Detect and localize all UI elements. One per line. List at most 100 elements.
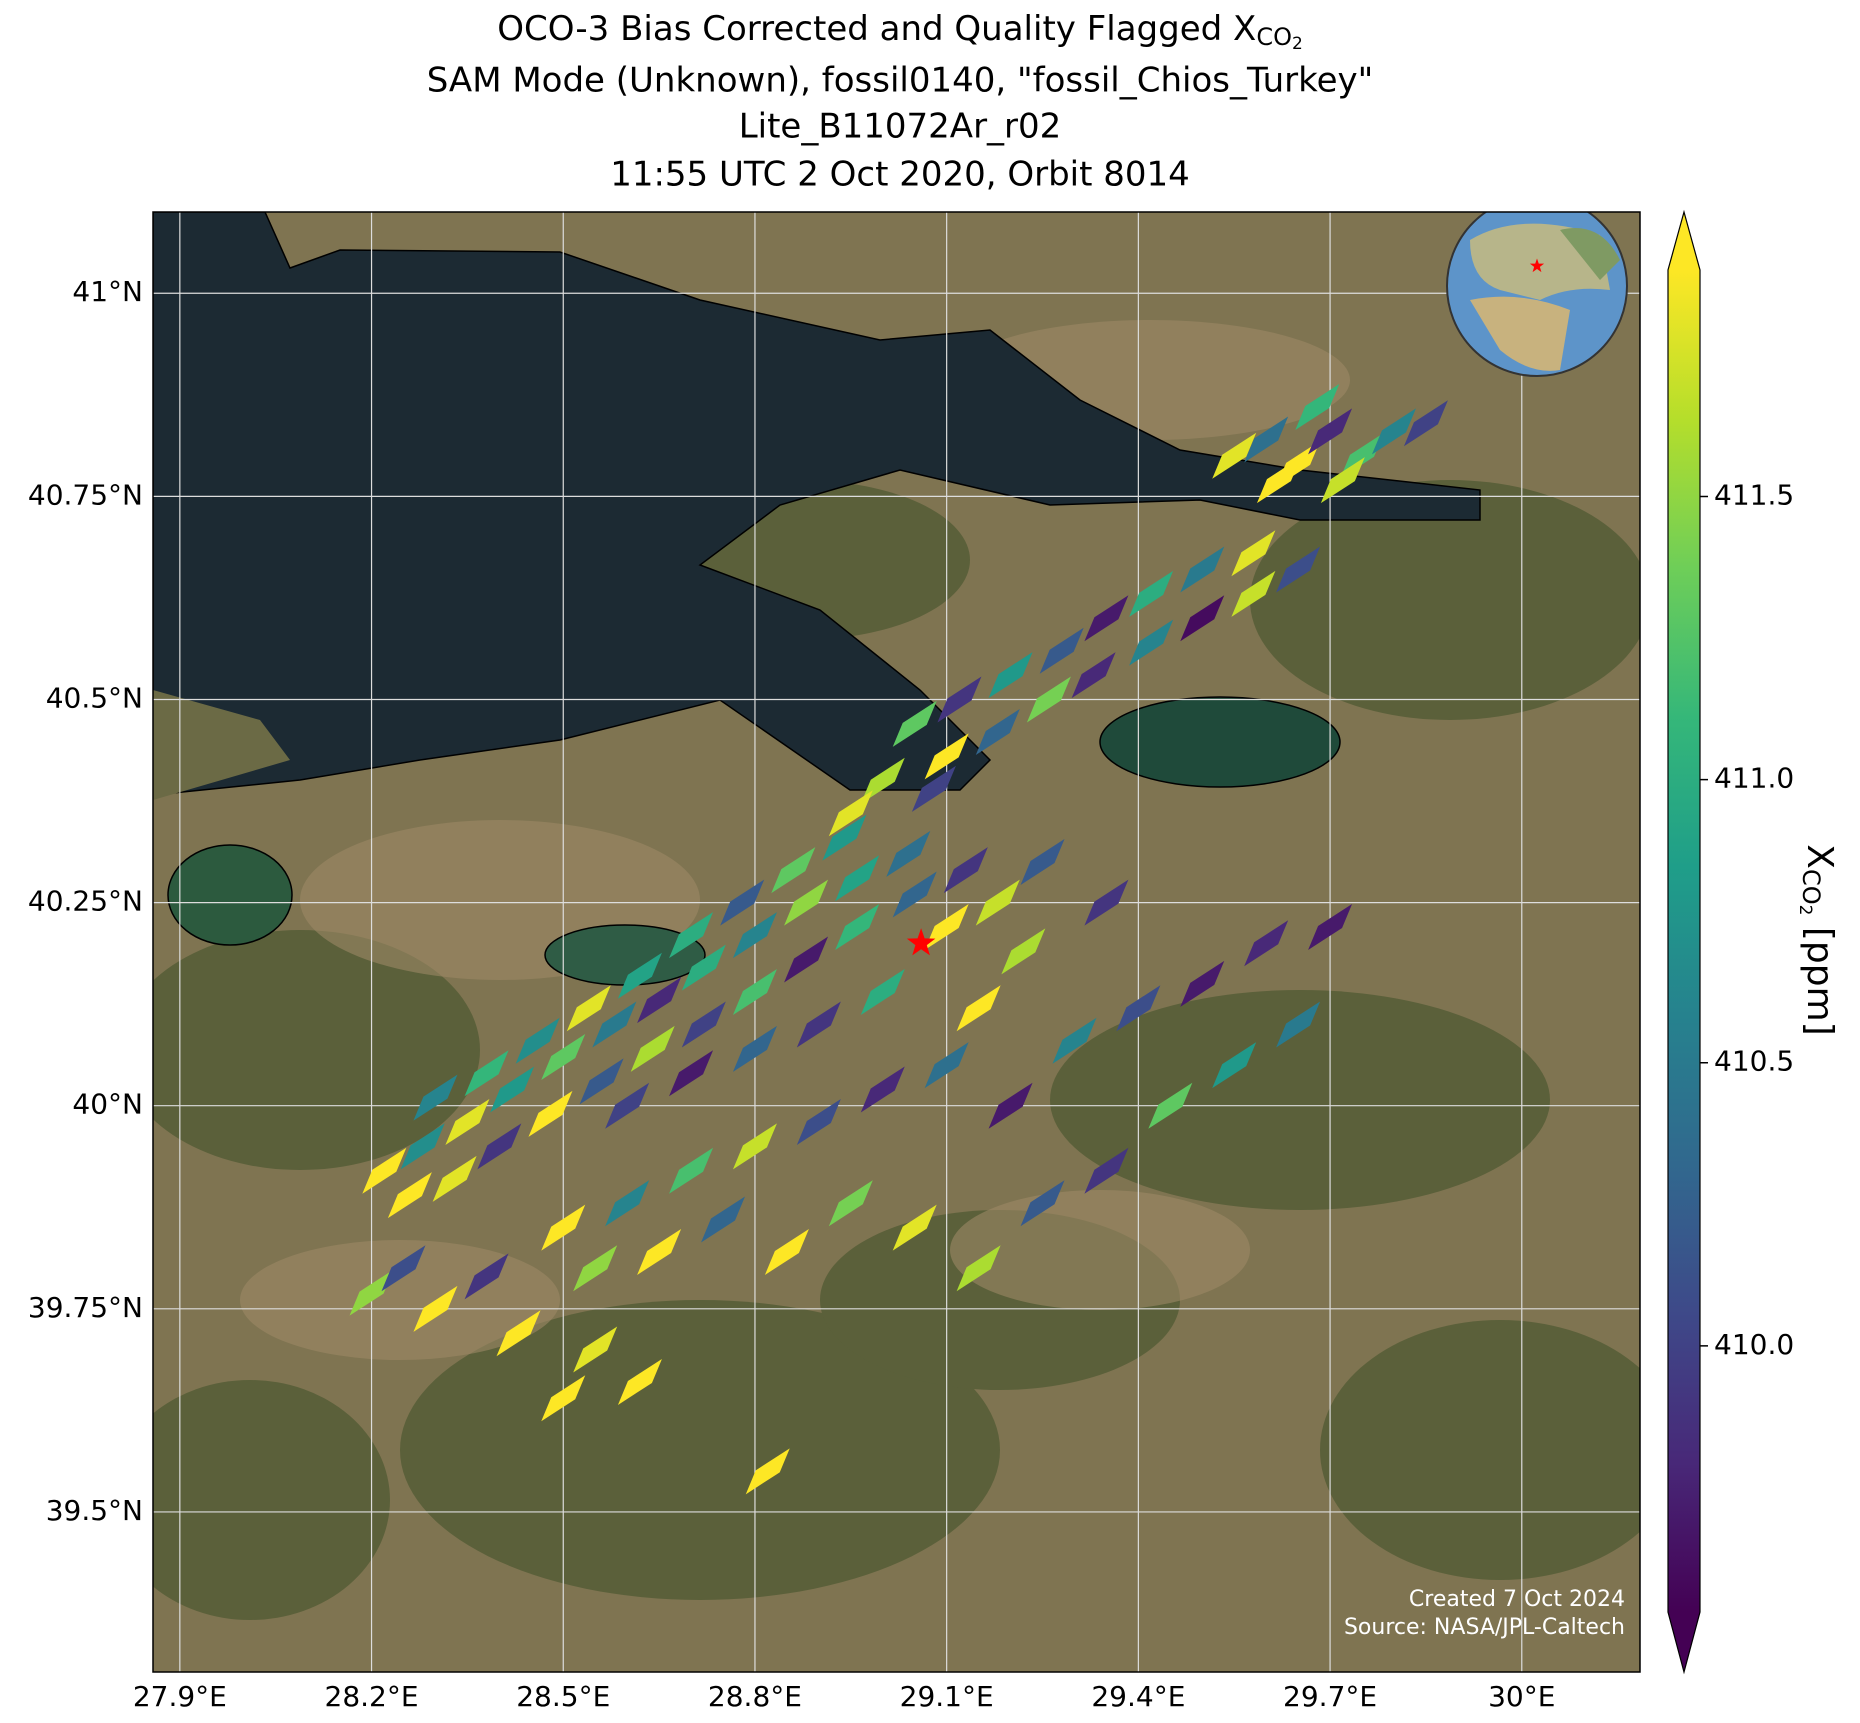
- x-tick-label: 28.8°E: [708, 1680, 802, 1713]
- footprint: [1129, 570, 1174, 617]
- footprint: [381, 1245, 426, 1292]
- y-tick-label: 40.25°N: [28, 885, 143, 918]
- footprint: [956, 1245, 1001, 1292]
- footprint: [784, 879, 829, 926]
- map-area: [153, 212, 1640, 1672]
- footprint: [1039, 627, 1084, 674]
- footprint: [1084, 1147, 1129, 1194]
- footprint: [681, 1001, 726, 1048]
- footprint: [1276, 1001, 1321, 1048]
- footprint: [605, 1180, 650, 1227]
- footprint: [573, 1326, 618, 1373]
- footprint: [592, 1001, 637, 1048]
- footprint: [892, 1204, 937, 1251]
- footprint: [1180, 546, 1225, 593]
- footprint: [515, 1017, 560, 1064]
- footprint: [1084, 595, 1129, 642]
- footprint: [924, 903, 969, 950]
- x-tick-label: 29.1°E: [900, 1680, 994, 1713]
- footprint: [975, 708, 1020, 755]
- footprint: [1308, 903, 1353, 950]
- land: [153, 690, 290, 800]
- footprint: [464, 1050, 509, 1097]
- title-line: 11:55 UTC 2 Oct 2020, Orbit 8014: [610, 155, 1190, 195]
- y-tick-label: 40.75°N: [28, 478, 143, 511]
- footprint: [464, 1253, 509, 1300]
- footprint: [445, 1098, 490, 1145]
- map-frame: [152, 211, 1641, 1673]
- footprint: [796, 1098, 841, 1145]
- footprint: [956, 985, 1001, 1032]
- footprint: [573, 1245, 618, 1292]
- footprint: [784, 936, 829, 983]
- footprint: [732, 1123, 777, 1170]
- footprint: [924, 733, 969, 780]
- footprint: [432, 1155, 477, 1202]
- footprint: [637, 977, 682, 1024]
- footprint: [860, 1066, 905, 1113]
- footprint: [937, 676, 982, 723]
- x-tick-label: 29.4°E: [1091, 1680, 1185, 1713]
- footprint: [1371, 408, 1416, 455]
- footprint: [911, 765, 956, 812]
- title-line: OCO-3 Bias Corrected and Quality Flagged…: [497, 9, 1303, 55]
- footprint: [400, 1123, 445, 1170]
- footprint: [528, 1090, 573, 1137]
- footprint: [828, 1180, 873, 1227]
- colorbar-label: XCO2 [ppm]: [1795, 844, 1840, 1035]
- footprint: [1180, 595, 1225, 642]
- inset-globe: [1446, 212, 1628, 377]
- footprint: [1071, 652, 1116, 699]
- footprint: [630, 1025, 675, 1072]
- footprint: [605, 1082, 650, 1129]
- footprint: [988, 1082, 1033, 1129]
- footprint: [1020, 838, 1065, 885]
- footprint: [579, 1058, 624, 1105]
- footprint: [732, 968, 777, 1015]
- footprint: [1129, 619, 1174, 666]
- x-tick-label: 29.7°E: [1283, 1680, 1377, 1713]
- footprint: [1212, 1042, 1257, 1089]
- footprint: [988, 652, 1033, 699]
- footprint: [1148, 1082, 1193, 1129]
- footprint: [413, 1074, 458, 1121]
- footprint: [860, 968, 905, 1015]
- title-line: SAM Mode (Unknown), fossil0140, "fossil_…: [427, 61, 1374, 101]
- inset-site-marker: [1529, 258, 1545, 273]
- footprint: [924, 1042, 969, 1089]
- footprint: [732, 912, 777, 959]
- footprint: [387, 1172, 432, 1219]
- footprint: [1026, 676, 1071, 723]
- footprint: [835, 855, 880, 902]
- colorbar-tick-label: 410.0: [1714, 1328, 1794, 1361]
- footprint: [1244, 920, 1289, 967]
- footprint: [732, 1025, 777, 1072]
- footprint: [669, 1050, 714, 1097]
- colorbar-extend: [1668, 1612, 1700, 1672]
- footprint: [828, 790, 873, 837]
- footprint: [541, 1204, 586, 1251]
- credit: Created 7 Oct 2024: [1409, 1587, 1625, 1612]
- footprint: [886, 830, 931, 877]
- footprint: [490, 1066, 535, 1113]
- sea: [153, 212, 1481, 796]
- colorbar: 410.0 410.5 411.0 411.5: [1667, 209, 1794, 1675]
- footprint: [1244, 416, 1289, 463]
- footprint: [541, 1033, 586, 1080]
- x-tick-label: 27.9°E: [133, 1680, 227, 1713]
- footprint: [637, 1228, 682, 1275]
- y-tick-label: 41°N: [72, 275, 143, 308]
- colorbar-tick-label: 411.0: [1714, 762, 1794, 795]
- footprint: [362, 1147, 407, 1194]
- y-tick-label: 39.5°N: [46, 1494, 143, 1527]
- footprint: [701, 1196, 746, 1243]
- footprint: [975, 879, 1020, 926]
- footprint: [541, 1375, 586, 1422]
- footprint: [720, 879, 765, 926]
- footprint: [1001, 928, 1046, 975]
- footprint: [1403, 400, 1448, 447]
- credit: Source: NASA/JPL-Caltech: [1344, 1615, 1625, 1640]
- colorbar-frame: [1667, 209, 1701, 1675]
- y-tick-label: 40.5°N: [46, 681, 143, 714]
